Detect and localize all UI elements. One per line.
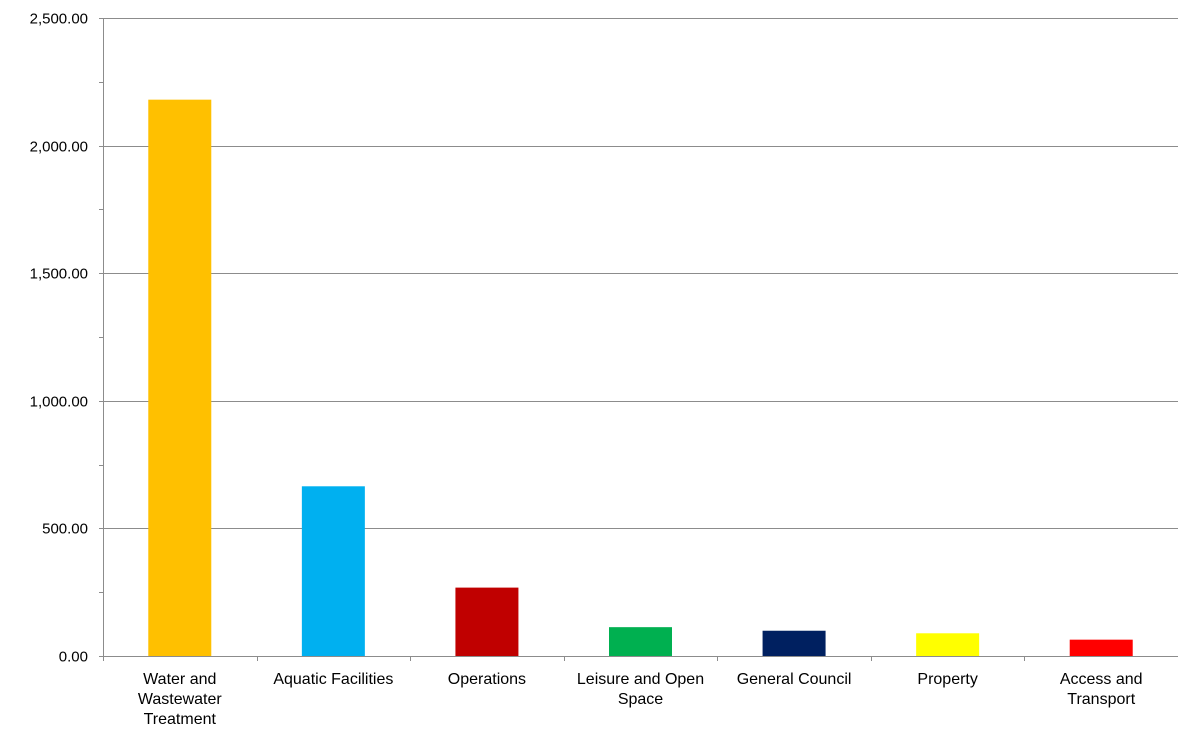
x-tick-labels: Water and Wastewater Treatment Aquatic Faci… (138, 671, 1143, 728)
y-tick-label: 0.00 (59, 649, 88, 666)
x-tick-label-line: Wastewater (138, 691, 223, 708)
x-tick-label-line: Operations (448, 671, 526, 688)
x-tick-label-line: Transport (1067, 691, 1135, 708)
x-tick-label: Leisure and Open Space (577, 671, 704, 708)
axes (99, 18, 1178, 661)
x-tick-label-line: Treatment (144, 711, 217, 728)
bar (1069, 639, 1133, 656)
x-tick-label-line: General Council (737, 671, 852, 688)
x-tick-label-line: Aquatic Facilities (273, 671, 393, 688)
bar (301, 486, 365, 656)
gridlines (103, 18, 1178, 529)
bar (609, 627, 672, 656)
y-tick-labels: 0.00 500.00 1,000.00 1,500.00 2,000.00 2,500.… (30, 11, 88, 666)
x-tick-label-line: Space (618, 691, 663, 708)
y-tick-label: 1,000.00 (30, 394, 88, 411)
y-tick-label: 500.00 (42, 521, 88, 538)
x-tick-label-line: Water and (143, 671, 216, 688)
bars (148, 99, 1133, 656)
x-tick-label-line: Access and (1060, 671, 1143, 688)
y-tick-label: 1,500.00 (30, 266, 88, 283)
bar (916, 633, 980, 656)
x-tick-label: Access and Transport (1060, 671, 1143, 708)
bar (455, 587, 519, 656)
bar (762, 630, 826, 656)
x-tick-label: Aquatic Facilities (273, 671, 393, 688)
y-tick-label: 2,500.00 (30, 11, 88, 28)
bar (148, 99, 212, 656)
x-tick-label-line: Leisure and Open (577, 671, 704, 688)
x-tick-label: Water and Wastewater Treatment (138, 671, 223, 728)
x-tick-label-line: Property (917, 671, 977, 688)
y-tick-label: 2,000.00 (30, 139, 88, 156)
x-tick-label: General Council (737, 671, 852, 688)
x-tick-label: Property (917, 671, 977, 688)
x-tick-label: Operations (448, 671, 526, 688)
